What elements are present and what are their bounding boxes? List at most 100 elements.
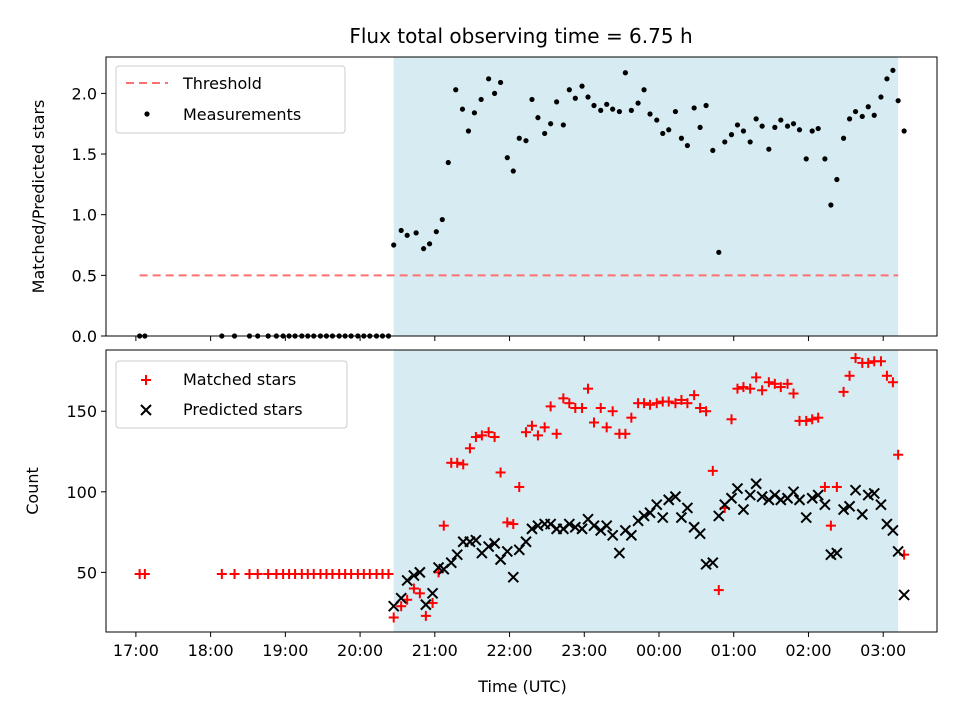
top-axes-frame [105, 56, 938, 337]
predicted-star-point [713, 510, 725, 522]
measurement-point [445, 159, 451, 166]
y-axis-label: Count [23, 467, 42, 515]
y-axis-label: Matched/Predicted stars [29, 100, 48, 294]
x-tick-label: 00:00 [636, 641, 682, 660]
predicted-star-point [856, 508, 868, 521]
predicted-star-point [707, 557, 719, 569]
matched-star-point [383, 568, 394, 579]
matched-star-point [476, 430, 487, 441]
measurement-point [426, 241, 433, 247]
matched-star-point [782, 378, 793, 389]
legend-predicted-swatch [140, 404, 152, 416]
panel-measurements: 0.0 0.5 1.0 1.5 2.0 Matched/Predicted stars Th… [29, 56, 938, 346]
matched-star-point [508, 519, 519, 530]
predicted-star-point [681, 502, 694, 514]
matched-star-point [526, 420, 537, 431]
matched-star-point [788, 388, 799, 399]
measurement-point [516, 135, 522, 141]
predicted-star-point [725, 492, 738, 504]
measurement-point [759, 123, 765, 129]
matched-star-point [139, 568, 150, 579]
matched-star-point [707, 465, 718, 476]
y-tick-label: 0.0 [72, 327, 97, 346]
measurement-point [497, 79, 504, 86]
measurement-point [439, 216, 445, 223]
predicted-star-point [849, 484, 862, 496]
matched-star-point [769, 378, 780, 389]
x-tick-label: 02:00 [785, 641, 831, 660]
predicted-star-point [868, 487, 880, 500]
matched-star-point [620, 428, 631, 439]
matched-star-point [502, 517, 513, 528]
predicted-star-point [892, 545, 904, 558]
measurement-point [766, 146, 772, 152]
measurement-point [691, 105, 697, 111]
predicted-star-point [669, 490, 682, 503]
legend-bottom: Matched stars Predicted stars [115, 360, 348, 429]
matched-star-point [726, 414, 737, 425]
matched-star-point [701, 406, 712, 417]
predicted-star-point [613, 547, 626, 559]
measurement-point [616, 108, 622, 115]
predicted-star-point [887, 524, 899, 537]
matched-star-point [458, 459, 469, 470]
predicted-star-point [731, 482, 744, 495]
predicted-star-point [775, 494, 787, 506]
legend-measurements-swatch [144, 111, 150, 117]
measurement-point [654, 117, 660, 123]
y-tick-label: 100 [66, 483, 97, 502]
matched-star-point [639, 398, 650, 409]
predicted-star-point [657, 511, 669, 524]
measurement-point [828, 202, 834, 208]
matched-star-point [626, 412, 637, 423]
matched-star-point [252, 568, 263, 579]
measurement-point [859, 113, 865, 120]
measurement-point [572, 95, 578, 101]
predicted-star-point [532, 519, 544, 532]
predicted-star-point [482, 540, 495, 553]
legend-predicted-label: Predicted stars [183, 400, 303, 419]
predicted-star-point [843, 500, 856, 513]
predicted-star-point [898, 589, 910, 601]
measurement-point [747, 139, 753, 145]
measurement-point [878, 94, 884, 100]
predicted-star-point [520, 536, 532, 548]
measurement-point [753, 116, 759, 122]
measurement-point [803, 156, 809, 162]
x-tick-label: 21:00 [412, 641, 458, 660]
measurement-point [542, 130, 548, 137]
matched-star-point [607, 406, 618, 417]
measurement-point [809, 128, 815, 134]
measurement-point [895, 98, 901, 104]
matched-star-point [514, 481, 525, 492]
measurement-point [697, 124, 703, 130]
matched-star-point [229, 568, 240, 579]
matched-star-point [807, 414, 818, 425]
predicted-star-point [488, 537, 501, 550]
matched-star-point [420, 610, 431, 621]
measurement-point [703, 102, 709, 109]
matched-star-point [763, 377, 774, 388]
predicted-star-point [576, 523, 588, 535]
measurement-point [529, 96, 535, 103]
measurement-point [728, 132, 735, 138]
predicted-star-point [451, 548, 463, 561]
predicted-star-point [675, 511, 688, 524]
predicted-star-point [651, 498, 663, 511]
measurement-point [433, 229, 439, 235]
matched-star-point [732, 383, 743, 394]
legend-bottom-box [115, 360, 348, 429]
measurement-point [535, 115, 541, 121]
matched-star-point [545, 401, 556, 412]
x-axis-label: Time (UTC) [477, 677, 566, 696]
measurement-point [421, 246, 427, 252]
y-tick-label: 2.0 [72, 84, 97, 103]
predicted-star-point [806, 492, 818, 504]
x-tick-label: 17:00 [113, 641, 159, 660]
matched-star-point [216, 568, 227, 579]
predicted-star-point [787, 486, 800, 498]
measurement-point [504, 155, 510, 161]
predicted-star-point [793, 494, 806, 506]
matched-star-point [663, 396, 674, 407]
